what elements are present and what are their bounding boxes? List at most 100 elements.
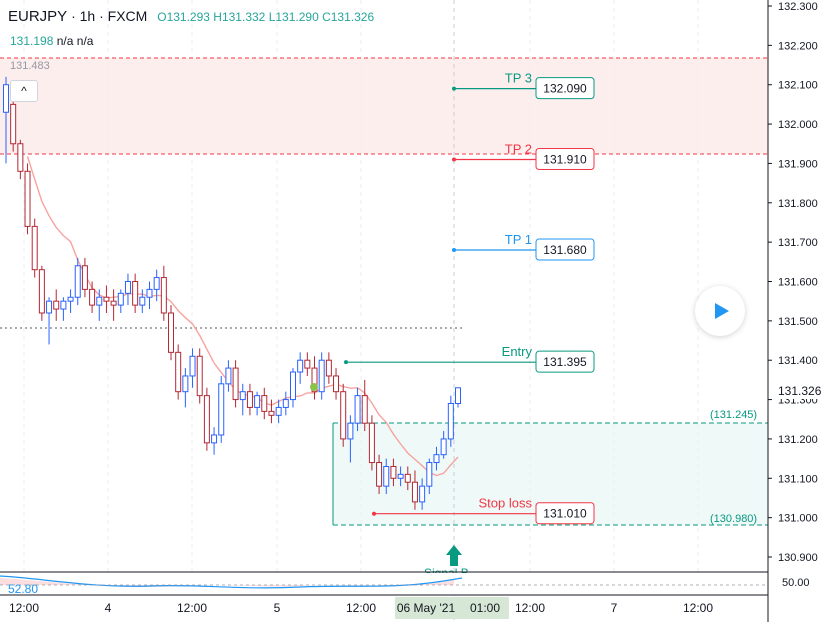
candle-body — [318, 359, 325, 393]
close-value: C131.326 — [322, 10, 375, 24]
indicator-na-2: n/a — [76, 34, 94, 48]
price-tick-label: 131.400 — [778, 355, 818, 367]
price-tick-label: 132.200 — [778, 40, 818, 52]
candle-body — [153, 277, 160, 290]
candle-body — [10, 103, 17, 145]
candle-body — [60, 300, 67, 310]
time-tick-label: 5 — [274, 601, 281, 615]
play-button[interactable] — [695, 286, 745, 336]
price-tick-label: 131.100 — [778, 473, 818, 485]
candle-body — [433, 454, 440, 464]
candle-body — [289, 371, 296, 401]
level-value: 131.910 — [543, 152, 587, 166]
candle-body — [340, 391, 347, 440]
time-tick-label: 12:00 — [9, 601, 39, 615]
price-axis[interactable]: 132.300 132.200 132.100 132.000 131.900 131.8… — [768, 1, 818, 564]
candle-body — [268, 410, 275, 416]
oscillator-axis-label: 50.00 — [782, 577, 810, 589]
zone-top-value: (131.245) — [710, 409, 757, 421]
price-tick-label: 132.000 — [778, 119, 818, 131]
time-tick-label: 12:00 — [346, 601, 376, 615]
time-tick-label: 4 — [105, 601, 112, 615]
level-value: 131.680 — [543, 243, 587, 257]
candle-body — [203, 395, 210, 444]
candle-body — [196, 355, 203, 397]
level-value-box[interactable] — [535, 77, 595, 100]
candle-body — [354, 395, 361, 424]
time-axis[interactable]: 12:00 4 12:00 5 12:00 06 May '21 01:00 12:00 7 12… — [9, 597, 713, 619]
level-value: 131.010 — [543, 507, 587, 521]
header-separator: · — [71, 8, 80, 24]
candle-body — [404, 473, 411, 483]
candle-body — [74, 265, 81, 298]
symbol-header[interactable]: EURJPY · 1h · FXCM O131.293 H131.332 L13… — [8, 8, 374, 25]
level-value-box[interactable] — [535, 147, 595, 170]
price-tick-label: 131.800 — [778, 198, 818, 210]
level-anchor[interactable] — [452, 86, 456, 91]
open-value: O131.293 — [157, 10, 210, 24]
level-anchor[interactable] — [452, 157, 456, 162]
symbol-name[interactable]: EURJPY — [8, 8, 68, 25]
price-tick-label: 132.300 — [778, 1, 818, 13]
candle-body — [103, 296, 110, 302]
high-value: H131.332 — [213, 10, 266, 24]
buy-signal-arrow-icon[interactable] — [446, 545, 462, 566]
timeframe[interactable]: 1h — [79, 8, 96, 24]
candle-body — [146, 288, 153, 298]
time-tick-label: 12:00 — [515, 601, 545, 615]
candle-body — [17, 143, 24, 172]
time-tick-label: 12:00 — [177, 601, 207, 615]
oscillator-pane[interactable] — [0, 573, 768, 595]
price-tick-label: 132.100 — [778, 80, 818, 92]
candle-body — [132, 281, 139, 306]
candle-body — [333, 375, 340, 393]
level-value-box[interactable] — [535, 502, 595, 525]
candles — [3, 76, 461, 510]
header-separator: · — [99, 8, 108, 24]
indicator-value: 131.198 — [10, 34, 54, 48]
level-name: TP 3 — [505, 71, 532, 86]
level-value-box[interactable] — [535, 350, 595, 373]
candle-body — [117, 292, 124, 306]
price-tick-label: 130.900 — [778, 552, 818, 564]
level-anchor[interactable] — [452, 248, 456, 253]
level-name: Entry — [502, 344, 533, 359]
level-value-box[interactable] — [535, 238, 595, 261]
price-tick-label: 131.200 — [778, 434, 818, 446]
price-tick-label: 131.500 — [778, 316, 818, 328]
candle-body — [218, 383, 225, 436]
candle-body — [46, 300, 53, 314]
candle-body — [325, 359, 332, 377]
level-anchor[interactable] — [372, 511, 376, 516]
candle-body — [397, 473, 404, 479]
candle-body — [419, 485, 426, 503]
level-name: Stop loss — [479, 496, 533, 511]
candle-body — [124, 281, 131, 294]
candle-body — [455, 387, 461, 405]
time-tick-label: 06 May '21 — [397, 601, 456, 615]
time-tick-label: 01:00 — [470, 601, 500, 615]
candle-body — [89, 288, 96, 306]
candle-body — [447, 403, 454, 440]
indicator-legend[interactable]: 131.198 n/a n/a — [10, 34, 93, 48]
level-anchor[interactable] — [344, 360, 348, 365]
candle-body — [211, 434, 218, 444]
left-level-label: 131.483 — [10, 60, 50, 72]
candle-body — [168, 312, 175, 353]
exchange: FXCM — [107, 8, 148, 24]
candle-body — [139, 296, 146, 306]
collapse-legend-button[interactable]: ^ — [10, 80, 38, 102]
candle-body — [225, 367, 232, 385]
low-value: L131.290 — [268, 10, 319, 24]
candle-body — [246, 391, 253, 408]
trade-levels: TP 3 132.090 TP 2 131.910 TP 1 131.680 Entry 13… — [344, 71, 595, 525]
candle-body — [189, 355, 196, 377]
take-profit-zone — [0, 58, 768, 154]
candle-body — [175, 351, 182, 393]
level-value: 131.395 — [543, 355, 587, 369]
level-name: TP 2 — [505, 141, 532, 156]
current-price-tag — [769, 383, 832, 399]
candle-body — [254, 395, 261, 408]
candle-body — [275, 406, 282, 416]
